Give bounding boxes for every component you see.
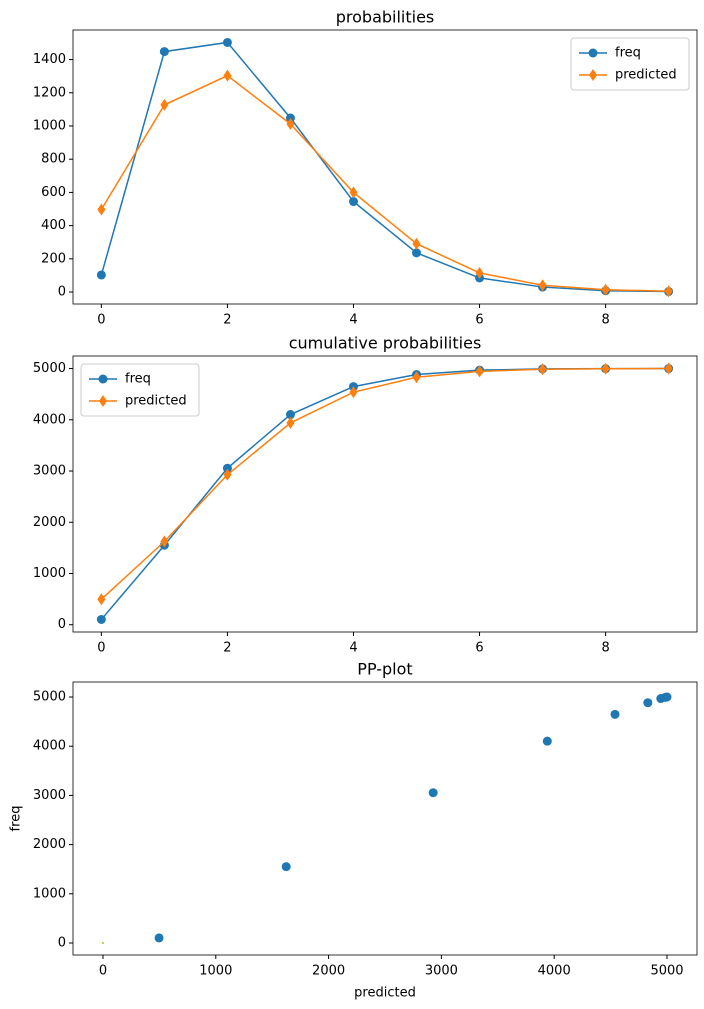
plot-frame — [72, 355, 698, 633]
x-tick-label: 4 — [349, 313, 357, 328]
marker — [349, 386, 358, 399]
marker — [222, 463, 232, 473]
x-tick-label: 5000 — [650, 964, 683, 979]
y-tick-label: 5000 — [33, 690, 66, 705]
y-tick-label: 4000 — [33, 739, 66, 754]
marker — [538, 363, 547, 376]
x-tick-label: 1000 — [199, 964, 232, 979]
x-tick-label: 6 — [475, 641, 483, 656]
legend-label: predicted — [125, 394, 187, 409]
marker — [102, 941, 105, 944]
marker — [542, 736, 552, 746]
marker — [286, 416, 295, 429]
marker — [348, 197, 358, 207]
marker — [412, 237, 421, 250]
marker — [610, 709, 620, 719]
x-tick-label: 3000 — [425, 964, 458, 979]
marker — [475, 365, 484, 378]
x-tick-label: 2 — [223, 641, 231, 656]
legend-label: freq — [615, 46, 641, 61]
marker — [154, 933, 164, 943]
y-tick-label: 0 — [58, 285, 66, 300]
marker — [160, 98, 169, 111]
marker — [223, 468, 232, 481]
legend-marker — [98, 374, 108, 384]
marker — [222, 37, 232, 47]
plot-frame — [72, 29, 698, 305]
marker — [475, 266, 484, 279]
marker — [412, 371, 421, 384]
y-tick-label: 5000 — [33, 361, 66, 376]
marker — [664, 285, 673, 298]
y-tick-label: 3000 — [33, 788, 66, 803]
y-tick-label: 2000 — [33, 837, 66, 852]
marker — [97, 593, 106, 606]
chart-title: probabilities — [336, 8, 435, 27]
y-tick-label: 4000 — [33, 412, 66, 427]
marker — [286, 117, 295, 130]
legend-box — [80, 363, 200, 417]
y-tick-label: 800 — [41, 152, 66, 167]
marker — [159, 47, 169, 57]
plot-frame — [72, 681, 698, 956]
y-tick-label: 3000 — [33, 464, 66, 479]
legend-box — [570, 37, 690, 91]
marker — [349, 186, 358, 199]
marker — [412, 248, 422, 258]
marker — [281, 862, 291, 872]
y-tick-label: 1000 — [33, 566, 66, 581]
y-axis-label: freq — [9, 806, 24, 832]
y-tick-label: 0 — [58, 935, 66, 950]
legend-marker — [589, 69, 597, 81]
marker — [428, 788, 438, 798]
series-line — [100, 41, 669, 293]
x-tick-label: 4 — [349, 641, 357, 656]
marker — [160, 535, 169, 548]
x-tick-label: 0 — [97, 313, 105, 328]
marker — [223, 69, 232, 82]
y-tick-label: 2000 — [33, 515, 66, 530]
x-tick-label: 4000 — [538, 964, 571, 979]
x-tick-label: 2000 — [312, 964, 345, 979]
marker — [96, 614, 106, 624]
marker — [664, 362, 673, 375]
x-tick-label: 2 — [223, 313, 231, 328]
legend-label: predicted — [615, 68, 677, 83]
marker — [643, 698, 653, 708]
marker — [285, 410, 295, 420]
y-tick-label: 1200 — [33, 85, 66, 100]
chart-title: PP-plot — [357, 660, 412, 679]
x-axis-label: predicted — [354, 986, 416, 1001]
x-tick-label: 0 — [97, 641, 105, 656]
marker — [97, 203, 106, 216]
marker — [601, 362, 610, 375]
y-tick-label: 1000 — [33, 886, 66, 901]
legend-marker — [99, 395, 107, 407]
y-tick-label: 600 — [41, 185, 66, 200]
chart-title: cumulative probabilities — [289, 334, 482, 353]
legend-marker — [588, 48, 598, 58]
marker — [601, 283, 610, 296]
x-tick-label: 6 — [475, 313, 483, 328]
x-tick-label: 8 — [601, 313, 609, 328]
x-tick-label: 8 — [601, 641, 609, 656]
y-tick-label: 1000 — [33, 118, 66, 133]
marker — [538, 279, 547, 292]
marker — [662, 692, 672, 702]
y-tick-label: 200 — [41, 251, 66, 266]
legend-label: freq — [125, 372, 151, 387]
series-line — [100, 367, 669, 600]
series-line — [100, 74, 669, 292]
x-tick-label: 0 — [99, 964, 107, 979]
y-tick-label: 400 — [41, 218, 66, 233]
marker — [96, 270, 106, 280]
y-tick-label: 0 — [58, 617, 66, 632]
y-tick-label: 1400 — [33, 52, 66, 67]
